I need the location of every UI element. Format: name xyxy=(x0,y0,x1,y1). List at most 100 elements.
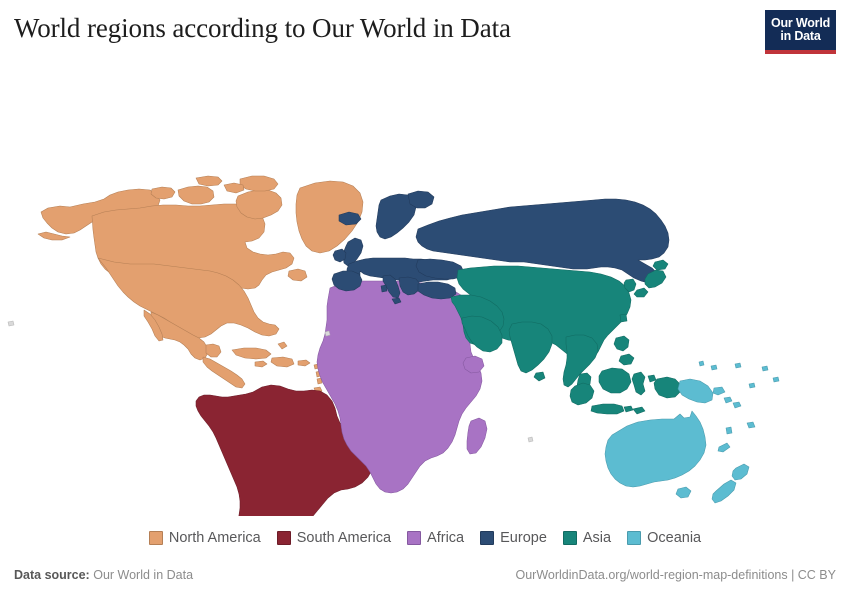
legend-item-europe[interactable]: Europe xyxy=(480,530,547,546)
legend-item-asia[interactable]: Asia xyxy=(562,530,611,546)
borneo[interactable] xyxy=(598,367,632,394)
korea[interactable] xyxy=(623,278,637,293)
puerto-rico[interactable] xyxy=(297,359,311,367)
pacific-islet-2[interactable] xyxy=(734,362,742,369)
legend-item-north-america[interactable]: North America xyxy=(148,530,261,546)
new-britain[interactable] xyxy=(712,386,726,396)
atlantic-islet-1 xyxy=(7,320,15,327)
pacific-islet-5[interactable] xyxy=(748,382,756,389)
region-europe[interactable] xyxy=(331,190,670,305)
yucatan[interactable] xyxy=(205,343,222,358)
lesser-antilles-3[interactable] xyxy=(316,377,323,385)
sumbawa[interactable] xyxy=(623,405,634,413)
legend-label-oceania: Oceania xyxy=(647,530,702,546)
iceland[interactable] xyxy=(338,211,362,226)
legend-item-south-america[interactable]: South America xyxy=(276,530,392,546)
region-south-america[interactable] xyxy=(195,384,375,516)
chart-header: World regions according to Our World in … xyxy=(0,0,850,66)
madagascar[interactable] xyxy=(466,417,488,455)
sicily[interactable] xyxy=(391,297,402,305)
west-papua[interactable] xyxy=(653,376,681,399)
pacific-islet-3[interactable] xyxy=(761,365,769,372)
jamaica[interactable] xyxy=(254,360,268,368)
bahamas[interactable] xyxy=(277,341,288,350)
fiji[interactable] xyxy=(746,421,756,429)
vanuatu[interactable] xyxy=(725,426,733,435)
timor[interactable] xyxy=(632,406,646,415)
central-america[interactable] xyxy=(202,356,246,389)
solomon-islands-1[interactable] xyxy=(723,396,733,404)
country-united-states[interactable] xyxy=(97,257,280,339)
attribution-link[interactable]: OurWorldinData.org/world-region-map-defi… xyxy=(515,568,836,582)
arctic-island-a[interactable] xyxy=(195,175,223,187)
world-map[interactable] xyxy=(0,66,850,516)
solomon-islands-2[interactable] xyxy=(732,401,742,409)
region-oceania[interactable] xyxy=(604,360,780,504)
victoria-island[interactable] xyxy=(177,185,215,205)
greenland[interactable] xyxy=(295,180,364,254)
new-caledonia[interactable] xyxy=(717,442,731,453)
sumatra[interactable] xyxy=(569,382,595,406)
iberian-peninsula[interactable] xyxy=(331,270,363,292)
atlantic-islet-3 xyxy=(527,436,534,443)
legend-item-africa[interactable]: Africa xyxy=(407,530,464,546)
ellesmere-island[interactable] xyxy=(239,175,279,192)
legend-swatch-north-america xyxy=(148,531,163,545)
legend-swatch-asia xyxy=(562,531,577,545)
cuba[interactable] xyxy=(231,347,272,360)
baja-california[interactable] xyxy=(143,309,164,342)
legend-swatch-oceania xyxy=(627,531,642,545)
atlantic-islet-2 xyxy=(324,330,331,337)
sri-lanka[interactable] xyxy=(533,371,546,382)
pacific-islet-4[interactable] xyxy=(698,360,705,367)
new-zealand-north[interactable] xyxy=(731,463,750,481)
finland-north[interactable] xyxy=(407,190,435,209)
legend-item-oceania[interactable]: Oceania xyxy=(627,530,701,546)
maluku-1[interactable] xyxy=(647,374,657,383)
philippines-south[interactable] xyxy=(618,353,635,366)
papua-new-guinea[interactable] xyxy=(677,378,714,404)
philippines[interactable] xyxy=(613,335,630,352)
horn-of-africa[interactable] xyxy=(462,355,485,374)
aleutian-islands[interactable] xyxy=(37,231,71,241)
pacific-islet-6[interactable] xyxy=(772,376,780,383)
legend-label-africa: Africa xyxy=(427,530,465,546)
legend-label-north-america: North America xyxy=(168,530,261,546)
region-asia[interactable] xyxy=(450,259,681,415)
south-america-mainland[interactable] xyxy=(195,384,375,516)
region-north-america[interactable] xyxy=(37,175,364,394)
java[interactable] xyxy=(590,403,625,415)
taiwan[interactable] xyxy=(619,313,628,323)
southeast-asia-mainland[interactable] xyxy=(562,334,599,388)
world-map-svg[interactable] xyxy=(0,66,850,516)
owid-logo-line-2: in Data xyxy=(780,29,821,43)
sulawesi[interactable] xyxy=(631,371,646,396)
india[interactable] xyxy=(508,321,553,374)
legend-swatch-south-america xyxy=(276,531,291,545)
japan-south[interactable] xyxy=(633,287,649,298)
banks-island[interactable] xyxy=(150,186,176,200)
turkey[interactable] xyxy=(417,281,457,300)
owid-logo-line-1: Our World xyxy=(770,15,831,30)
region-africa[interactable] xyxy=(316,280,488,494)
minor-islands xyxy=(7,320,534,443)
pacific-islet-1[interactable] xyxy=(710,364,718,371)
balkans[interactable] xyxy=(398,276,421,296)
arctic-island-b[interactable] xyxy=(223,182,245,194)
hispaniola[interactable] xyxy=(270,356,295,368)
legend-label-europe: Europe xyxy=(500,530,547,546)
ireland[interactable] xyxy=(332,248,347,263)
owid-logo[interactable]: Our World in Data xyxy=(765,10,836,54)
japan[interactable] xyxy=(644,269,667,289)
tasmania[interactable] xyxy=(675,486,692,499)
hokkaido[interactable] xyxy=(652,259,669,271)
data-source: Data source: Our World in Data xyxy=(14,568,193,582)
new-zealand-south[interactable] xyxy=(711,479,737,504)
sardinia[interactable] xyxy=(380,284,388,293)
australia[interactable] xyxy=(604,410,707,488)
newfoundland[interactable] xyxy=(287,268,308,282)
arabian-peninsula[interactable] xyxy=(461,315,503,353)
legend-label-south-america: South America xyxy=(296,530,392,546)
data-source-value: Our World in Data xyxy=(93,568,194,582)
